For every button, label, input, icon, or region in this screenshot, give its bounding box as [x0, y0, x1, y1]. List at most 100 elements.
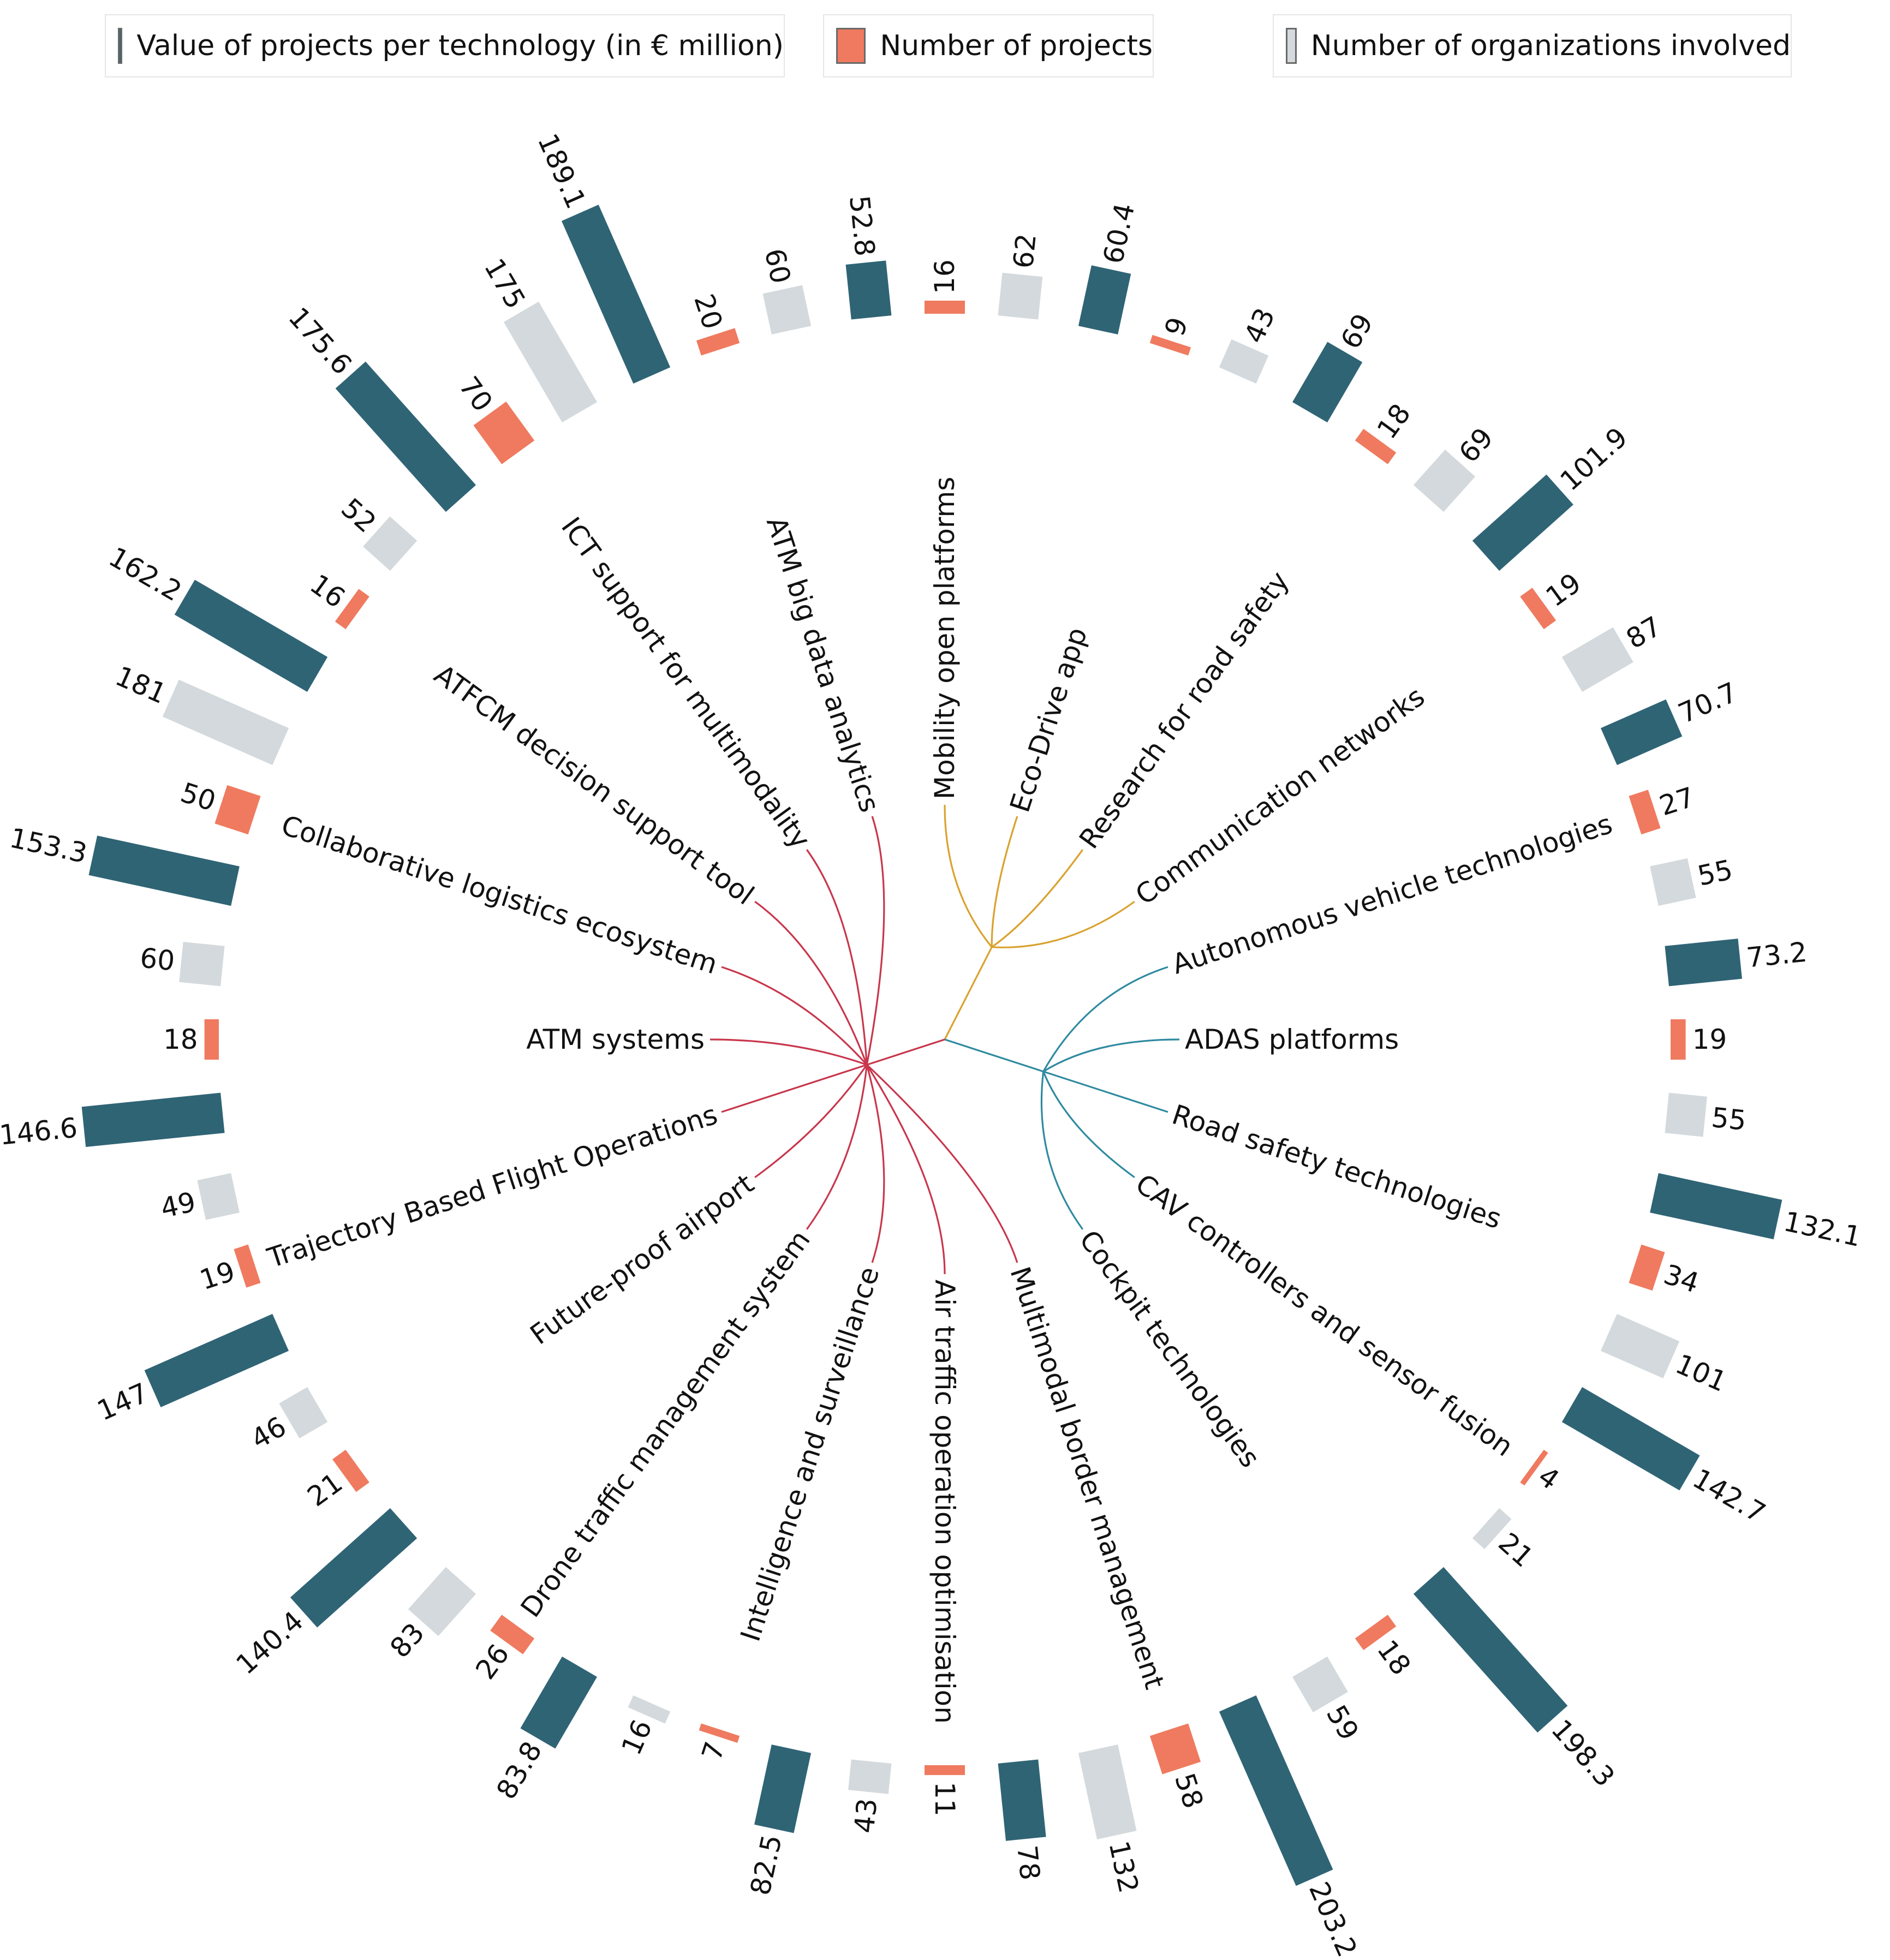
tree-link-ict-support-for-multimodality — [806, 849, 868, 1065]
tree-link-trajectory-based-flight-operations — [721, 1063, 867, 1113]
tree-link-collaborative-logistics-ecosystem — [721, 966, 868, 1066]
bar-value-trajectory-based-flight-operations — [144, 1313, 289, 1408]
bar-label-projects-air-traffic-operation-optimisation: 11 — [929, 1782, 961, 1816]
legend: Value of projects per technology (in € m… — [0, 0, 1890, 93]
tech-label-adas-platforms: ADAS platforms — [1185, 1024, 1399, 1055]
bar-label-organizations-future-proof-airport: 46 — [246, 1411, 291, 1455]
tree-link-atm-big-data-analytics — [866, 816, 885, 1065]
bar-label-organizations-trajectory-based-flight-operations: 49 — [158, 1186, 198, 1224]
bar-label-projects-cockpit-technologies: 18 — [1371, 1634, 1417, 1681]
bar-label-organizations-road-safety-technologies: 101 — [1671, 1348, 1732, 1398]
bar-label-value-intelligence-and-surveillance: 82.5 — [744, 1832, 788, 1898]
bar-organizations-adas-platforms — [1665, 1092, 1707, 1137]
bar-label-organizations-air-traffic-operation-optimisation: 43 — [848, 1797, 883, 1834]
bar-label-organizations-cockpit-technologies: 59 — [1320, 1700, 1365, 1746]
bar-projects-cav-controllers-and-sensor-fusion — [1520, 1449, 1548, 1486]
bar-projects-air-traffic-operation-optimisation — [925, 1765, 965, 1776]
bar-projects-collaborative-logistics-ecosystem — [214, 785, 261, 835]
bar-label-projects-mobility-open-platforms: 16 — [929, 259, 961, 294]
bar-value-ict-support-for-multimodality — [335, 361, 476, 512]
bar-label-projects-atfcm-decision-support-tool: 16 — [304, 568, 351, 614]
bar-value-cockpit-technologies — [1413, 1567, 1568, 1733]
tree-link-drone-traffic-management-system — [806, 1065, 868, 1230]
bar-value-air-traffic-operation-optimisation — [998, 1759, 1046, 1841]
tech-label-atm-systems: ATM systems — [526, 1024, 705, 1055]
legend-item-organizations: Number of organizations involved — [1273, 14, 1792, 77]
bar-value-autonomous-vehicle-technologies — [1600, 699, 1683, 766]
bar-projects-atfcm-decision-support-tool — [335, 589, 369, 630]
bar-organizations-atm-big-data-analytics — [762, 285, 812, 334]
bar-label-organizations-eco-drive-app: 43 — [1238, 303, 1281, 348]
bar-label-organizations-autonomous-vehicle-technologies: 55 — [1695, 854, 1735, 892]
bar-projects-mobility-open-platforms — [925, 300, 965, 314]
bar-projects-eco-drive-app — [1149, 334, 1191, 356]
tree-link-communication-networks — [992, 900, 1135, 948]
bar-value-adas-platforms — [1665, 939, 1742, 987]
bar-label-projects-communication-networks: 19 — [1540, 567, 1587, 613]
bar-label-value-atm-systems: 146.6 — [0, 1112, 79, 1151]
legend-swatch-value — [118, 28, 123, 64]
tree-link-intelligence-and-surveillance — [866, 1064, 885, 1263]
bar-label-value-drone-traffic-management-system: 83.8 — [490, 1736, 548, 1804]
bar-label-organizations-atm-systems: 60 — [139, 942, 176, 977]
bar-label-value-autonomous-vehicle-technologies: 70.7 — [1674, 676, 1742, 730]
bar-organizations-cav-controllers-and-sensor-fusion — [1472, 1508, 1512, 1550]
bar-projects-road-safety-technologies — [1629, 1244, 1665, 1291]
bar-organizations-multimodal-border-management — [1078, 1744, 1137, 1839]
bar-label-projects-drone-traffic-management-system: 26 — [469, 1639, 515, 1686]
bar-label-projects-atm-systems: 18 — [163, 1024, 198, 1055]
bar-projects-trajectory-based-flight-operations — [234, 1244, 261, 1288]
tree-link-adas-platforms — [1042, 1038, 1180, 1073]
bar-projects-research-for-road-safety — [1355, 428, 1397, 464]
bar-label-value-ict-support-for-multimodality: 175.6 — [282, 301, 358, 380]
bar-organizations-ict-support-for-multimodality — [503, 301, 597, 423]
legend-swatch-projects — [836, 28, 866, 64]
bar-value-mobility-open-platforms — [845, 260, 892, 320]
tree-links — [710, 804, 1180, 1275]
bar-label-value-future-proof-airport: 140.4 — [230, 1605, 309, 1681]
legend-item-value: Value of projects per technology (in € m… — [105, 14, 785, 77]
legend-item-projects: Number of projects — [823, 14, 1154, 77]
bar-organizations-drone-traffic-management-system — [408, 1567, 476, 1636]
bar-value-multimodal-border-management — [1219, 1695, 1333, 1886]
tree-link-air-traffic-operation-optimisation — [866, 1064, 946, 1275]
bar-organizations-air-traffic-operation-optimisation — [848, 1759, 892, 1794]
bar-label-value-air-traffic-operation-optimisation: 78 — [1011, 1844, 1046, 1881]
bar-label-organizations-adas-platforms: 55 — [1710, 1102, 1748, 1137]
bar-value-atm-big-data-analytics — [561, 205, 671, 384]
tree-link-atm-systems — [710, 1038, 867, 1066]
bar-projects-atm-systems — [204, 1019, 219, 1060]
bar-organizations-autonomous-vehicle-technologies — [1650, 858, 1696, 906]
bar-projects-future-proof-airport — [332, 1449, 369, 1492]
bar-label-projects-future-proof-airport: 21 — [302, 1467, 349, 1513]
bar-projects-intelligence-and-surveillance — [699, 1723, 740, 1743]
bar-value-research-for-road-safety — [1292, 342, 1363, 423]
bar-value-atfcm-decision-support-tool — [174, 579, 328, 692]
bar-label-projects-adas-platforms: 19 — [1692, 1024, 1727, 1055]
bar-label-value-cockpit-technologies: 198.3 — [1545, 1713, 1621, 1792]
bar-label-projects-multimodal-border-management: 58 — [1168, 1770, 1209, 1812]
bar-label-value-atfcm-decision-support-tool: 162.2 — [104, 541, 187, 607]
bar-label-value-multimodal-border-management: 203.2 — [1303, 1877, 1363, 1960]
bar-label-projects-autonomous-vehicle-technologies: 27 — [1656, 781, 1698, 822]
bar-value-road-safety-technologies — [1650, 1173, 1782, 1240]
bar-label-organizations-collaborative-logistics-ecosystem: 181 — [111, 660, 171, 710]
bar-projects-ict-support-for-multimodality — [473, 401, 535, 464]
bar-organizations-atm-systems — [179, 942, 225, 987]
bar-label-value-eco-drive-app: 60.4 — [1097, 200, 1141, 266]
bar-value-future-proof-airport — [290, 1508, 418, 1628]
bar-label-value-mobility-open-platforms: 52.8 — [843, 194, 881, 258]
bar-label-projects-collaborative-logistics-ecosystem: 50 — [177, 776, 219, 817]
tree-link-multimodal-border-management — [866, 1064, 1018, 1263]
bar-projects-adas-platforms — [1671, 1019, 1686, 1060]
legend-label-projects: Number of projects — [880, 29, 1153, 62]
bar-value-collaborative-logistics-ecosystem — [88, 835, 240, 906]
tech-label-road-safety-technologies: Road safety technologies — [1168, 1098, 1505, 1235]
bar-label-value-adas-platforms: 73.2 — [1745, 936, 1809, 974]
bar-value-cav-controllers-and-sensor-fusion — [1561, 1387, 1700, 1491]
bar-organizations-atfcm-decision-support-tool — [363, 516, 418, 571]
bar-value-intelligence-and-surveillance — [754, 1744, 812, 1833]
bar-label-projects-trajectory-based-flight-operations: 19 — [196, 1256, 239, 1296]
